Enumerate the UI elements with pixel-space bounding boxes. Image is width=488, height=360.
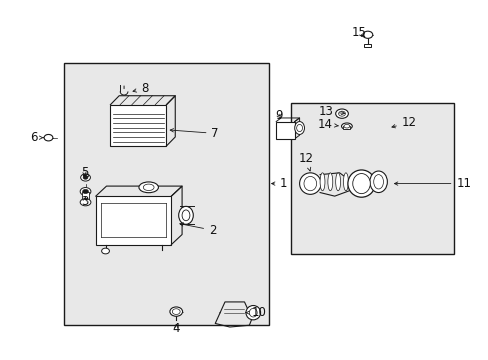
Ellipse shape xyxy=(249,309,257,317)
Ellipse shape xyxy=(83,176,88,179)
Ellipse shape xyxy=(369,171,386,193)
Ellipse shape xyxy=(245,306,260,320)
Ellipse shape xyxy=(338,111,345,116)
Ellipse shape xyxy=(341,123,351,130)
Bar xyxy=(110,105,166,146)
Text: 7: 7 xyxy=(170,127,219,140)
Ellipse shape xyxy=(172,309,180,315)
Ellipse shape xyxy=(304,176,316,191)
Ellipse shape xyxy=(294,122,304,134)
Ellipse shape xyxy=(347,170,374,197)
Ellipse shape xyxy=(373,175,383,189)
Text: 15: 15 xyxy=(351,27,366,40)
Ellipse shape xyxy=(182,210,189,221)
Text: 4: 4 xyxy=(172,321,180,334)
Ellipse shape xyxy=(335,173,340,191)
Text: 10: 10 xyxy=(245,306,266,319)
Bar xyxy=(64,63,268,325)
Ellipse shape xyxy=(296,125,302,132)
Ellipse shape xyxy=(169,307,182,316)
Text: 13: 13 xyxy=(318,105,344,118)
Ellipse shape xyxy=(352,174,369,194)
Ellipse shape xyxy=(299,173,321,194)
Text: 8: 8 xyxy=(133,82,148,95)
Ellipse shape xyxy=(81,174,90,181)
Bar xyxy=(343,126,349,129)
Ellipse shape xyxy=(82,189,88,194)
Ellipse shape xyxy=(102,248,109,254)
Text: 11: 11 xyxy=(394,177,470,190)
Text: 3: 3 xyxy=(81,195,88,208)
Text: 12: 12 xyxy=(391,116,416,129)
Text: 9: 9 xyxy=(274,109,282,122)
Bar xyxy=(364,44,370,47)
Text: 5: 5 xyxy=(81,166,88,179)
Bar xyxy=(96,196,171,244)
Text: 2: 2 xyxy=(180,223,216,237)
Ellipse shape xyxy=(44,134,53,141)
Ellipse shape xyxy=(139,182,158,193)
Ellipse shape xyxy=(320,173,325,191)
Bar xyxy=(82,192,89,202)
Ellipse shape xyxy=(80,199,91,206)
Text: 1: 1 xyxy=(271,177,286,190)
Ellipse shape xyxy=(362,31,372,39)
Bar xyxy=(276,122,294,139)
Ellipse shape xyxy=(80,188,91,195)
Text: 6: 6 xyxy=(30,131,43,144)
Ellipse shape xyxy=(178,206,193,224)
Ellipse shape xyxy=(343,173,347,191)
Text: 12: 12 xyxy=(298,152,313,171)
Text: 14: 14 xyxy=(317,118,338,131)
Ellipse shape xyxy=(335,109,347,118)
Bar xyxy=(82,174,88,176)
Ellipse shape xyxy=(143,184,154,190)
Ellipse shape xyxy=(327,173,332,191)
Ellipse shape xyxy=(343,125,349,128)
Bar xyxy=(290,103,453,253)
